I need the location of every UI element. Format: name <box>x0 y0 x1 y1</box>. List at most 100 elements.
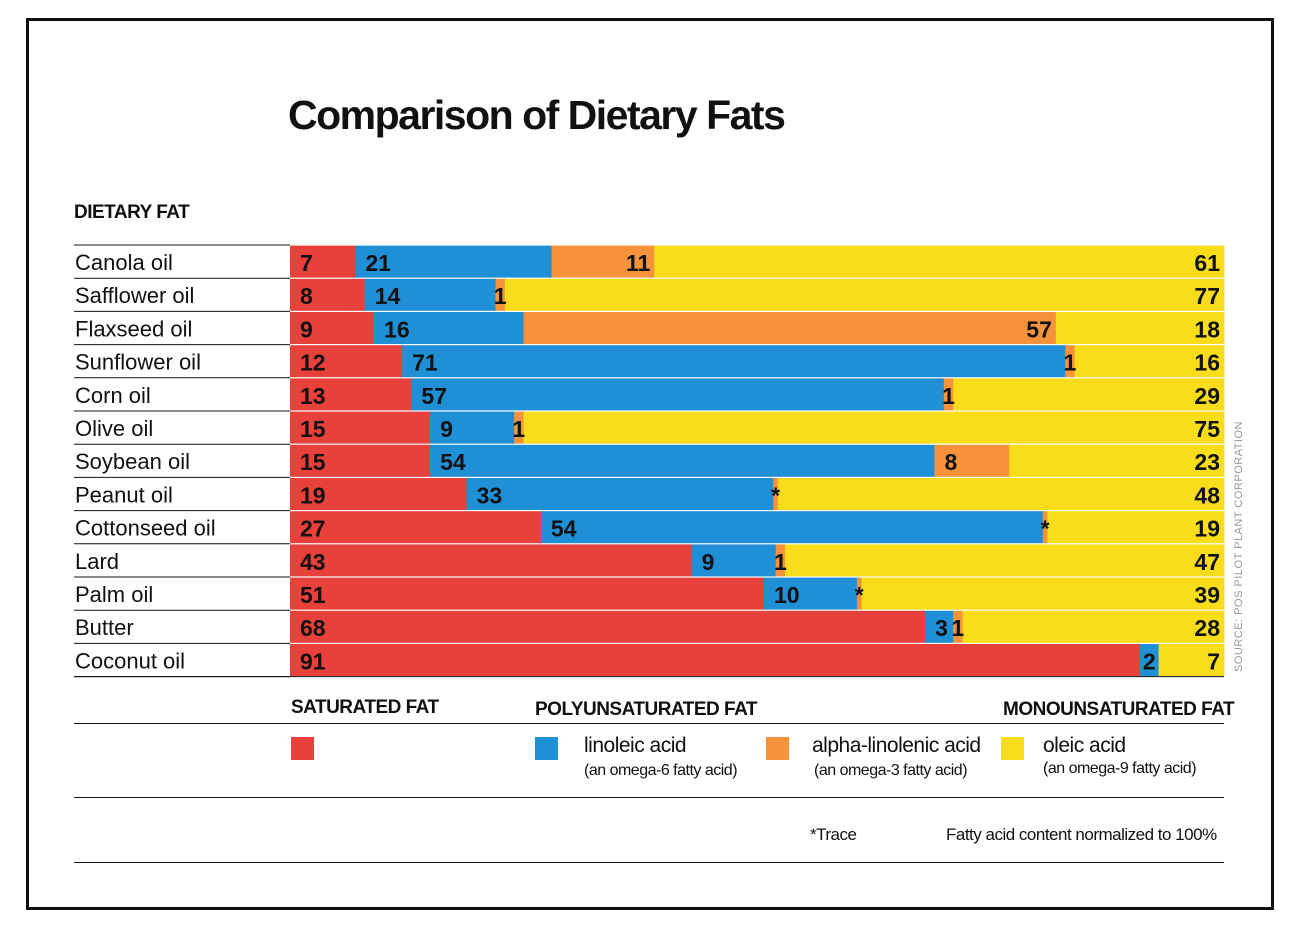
value-label-oleic: 7 <box>1207 648 1220 674</box>
value-label-linoleic: 33 <box>477 482 503 508</box>
value-label-linoleic: 10 <box>774 582 800 608</box>
bar-segment-alpha-linolenic <box>495 278 506 311</box>
value-label-saturated: 12 <box>300 350 326 376</box>
value-label-oleic: 29 <box>1194 383 1220 409</box>
category-label: Sunflower oil <box>75 350 201 375</box>
value-label-alpha-linolenic: 1 <box>774 549 787 575</box>
category-label: Lard <box>75 549 119 574</box>
bar-segment-alpha-linolenic <box>523 312 1057 344</box>
bar-segment-alpha-linolenic <box>1065 345 1075 378</box>
value-label-alpha-linolenic: * <box>771 482 780 508</box>
bar-segment-alpha-linolenic <box>773 478 779 510</box>
bar-segment-alpha-linolenic <box>551 245 655 278</box>
value-label-linoleic: 16 <box>384 316 410 342</box>
bar-segment-linoleic <box>430 444 935 477</box>
bar-segment-linoleic <box>691 544 777 577</box>
value-label-alpha-linolenic: 1 <box>951 615 964 641</box>
category-label: Coconut oil <box>75 648 185 673</box>
legend-bottom-rule <box>74 797 1224 798</box>
legend-swatch-alpha-linolenic <box>766 737 789 760</box>
category-label: Canola oil <box>75 250 173 275</box>
bar-segment-saturated <box>290 444 431 477</box>
chart-title: Comparison of Dietary Fats <box>288 92 786 138</box>
value-label-oleic: 28 <box>1194 615 1220 641</box>
category-label: Olive oil <box>75 416 153 441</box>
bar-segment-linoleic <box>1139 644 1160 676</box>
bar-segment-alpha-linolenic <box>514 411 524 444</box>
bar-segment-linoleic <box>925 610 954 643</box>
category-label: Soybean oil <box>75 449 190 474</box>
bar-segment-linoleic <box>466 478 774 510</box>
value-label-oleic: 18 <box>1194 316 1220 342</box>
value-label-oleic: 23 <box>1194 449 1220 475</box>
bar-segment-linoleic <box>374 312 524 344</box>
legend-swatch-saturated <box>291 737 314 760</box>
bar-segment-saturated <box>290 345 403 378</box>
dietary-fat-column-header: DIETARY FAT <box>74 202 190 223</box>
value-label-linoleic: 54 <box>551 516 577 542</box>
bar-segment-saturated <box>290 610 926 643</box>
value-label-saturated: 27 <box>300 516 326 542</box>
value-label-saturated: 19 <box>300 482 326 508</box>
legend-label-linoleic: linoleic acid <box>584 734 687 757</box>
category-label: Peanut oil <box>75 482 173 507</box>
value-label-alpha-linolenic: * <box>1041 516 1050 542</box>
value-label-oleic: 48 <box>1194 482 1220 508</box>
source-credit: SOURCE: POS PILOT PLANT CORPORATION <box>1233 421 1245 672</box>
value-label-oleic: 47 <box>1194 549 1220 575</box>
value-label-linoleic: 3 <box>935 615 948 641</box>
value-label-linoleic: 14 <box>375 283 401 309</box>
bar-segment-saturated <box>290 544 693 577</box>
value-label-saturated: 7 <box>300 250 313 276</box>
footnote-trace: *Trace <box>810 825 857 844</box>
value-label-saturated: 15 <box>300 416 326 442</box>
bar-segment-oleic <box>1158 644 1225 676</box>
bar-segment-alpha-linolenic <box>953 610 963 643</box>
value-label-linoleic: 57 <box>421 383 447 409</box>
bar-segment-oleic <box>861 577 1225 610</box>
bar-segment-saturated <box>290 245 356 278</box>
value-label-oleic: 19 <box>1194 516 1220 542</box>
bar-segment-linoleic <box>411 378 945 411</box>
bar-segment-linoleic <box>763 577 858 610</box>
value-label-alpha-linolenic: 57 <box>1026 316 1052 342</box>
bar-segment-saturated <box>290 478 467 510</box>
value-label-saturated: 13 <box>300 383 326 409</box>
value-label-oleic: 39 <box>1194 582 1220 608</box>
bar-segment-alpha-linolenic <box>943 378 954 411</box>
legend-note-oleic: (an omega-9 fatty acid) <box>1043 760 1197 777</box>
value-label-saturated: 9 <box>300 316 313 342</box>
legend-top-rule <box>74 723 1224 724</box>
bar-segment-linoleic <box>364 278 496 311</box>
bar-segment-linoleic <box>355 245 552 278</box>
value-label-alpha-linolenic: 8 <box>944 449 957 475</box>
category-label: Flaxseed oil <box>75 316 192 341</box>
legend-swatch-oleic <box>1001 737 1024 760</box>
value-label-oleic: 61 <box>1194 250 1220 276</box>
value-label-saturated: 68 <box>300 615 326 641</box>
value-label-linoleic: 21 <box>365 250 391 276</box>
value-label-oleic: 77 <box>1194 283 1220 309</box>
value-label-linoleic: 9 <box>702 549 715 575</box>
bar-segment-oleic <box>523 411 1225 444</box>
bar-segment-oleic <box>777 478 1225 510</box>
bar-segment-oleic <box>1055 312 1225 344</box>
value-label-linoleic: 9 <box>440 416 453 442</box>
value-label-alpha-linolenic: 1 <box>1063 350 1076 376</box>
value-label-alpha-linolenic: 1 <box>512 416 525 442</box>
legend-saturated-group: SATURATED FAT <box>291 697 439 718</box>
value-label-linoleic: 54 <box>440 449 466 475</box>
legend-polyunsaturated-group: POLYUNSATURATED FAT <box>535 699 758 720</box>
footer-rule <box>74 862 1224 863</box>
bar-segment-alpha-linolenic <box>934 444 1010 477</box>
value-label-saturated: 91 <box>300 648 326 674</box>
bar-segment-oleic <box>504 278 1225 311</box>
bar-segment-linoleic <box>430 411 515 444</box>
bar-segment-saturated <box>290 411 431 444</box>
category-label: Butter <box>75 615 134 640</box>
value-label-alpha-linolenic: 1 <box>942 383 955 409</box>
value-label-alpha-linolenic: 11 <box>626 250 651 276</box>
bar-segment-oleic <box>654 245 1225 278</box>
value-label-saturated: 51 <box>300 582 326 608</box>
value-label-oleic: 75 <box>1194 416 1220 442</box>
